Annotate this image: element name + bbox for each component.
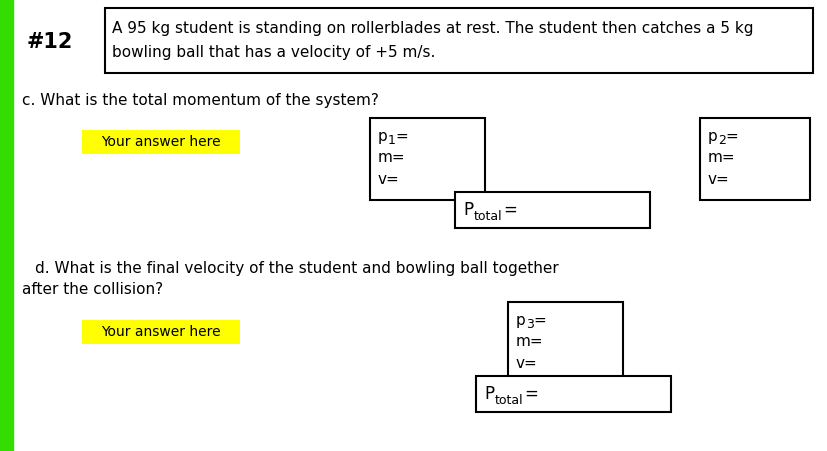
Text: bowling ball that has a velocity of +5 m/s.: bowling ball that has a velocity of +5 m… (112, 45, 435, 60)
Bar (105, 8, 812, 73)
Bar (508, 302, 622, 384)
Bar (0, 0, 13, 451)
Text: =: = (724, 129, 737, 143)
Bar (370, 118, 485, 200)
Bar (82, 320, 240, 344)
Text: d. What is the final velocity of the student and bowling ball together: d. What is the final velocity of the stu… (35, 261, 558, 276)
Text: after the collision?: after the collision? (22, 282, 163, 298)
Text: m=: m= (707, 151, 734, 166)
Text: P: P (462, 201, 472, 219)
Text: =: = (394, 129, 407, 143)
Text: v=: v= (515, 356, 537, 372)
Text: P: P (484, 385, 494, 403)
Text: p: p (378, 129, 387, 143)
Text: p: p (515, 313, 525, 327)
Text: Your answer here: Your answer here (101, 325, 221, 339)
Text: v=: v= (707, 172, 729, 188)
Bar (699, 118, 809, 200)
Text: A 95 kg student is standing on rollerblades at rest. The student then catches a : A 95 kg student is standing on rollerbla… (112, 20, 753, 36)
Text: =: = (502, 201, 516, 219)
Text: #12: #12 (26, 32, 73, 52)
Text: =: = (523, 385, 538, 403)
Text: v=: v= (378, 172, 399, 188)
Text: p: p (707, 129, 717, 143)
Text: total: total (473, 210, 502, 222)
Text: =: = (533, 313, 545, 327)
Bar (455, 192, 649, 228)
Text: c. What is the total momentum of the system?: c. What is the total momentum of the sys… (22, 92, 379, 107)
Text: m=: m= (378, 151, 405, 166)
Text: m=: m= (515, 335, 543, 350)
Text: 2: 2 (717, 134, 725, 147)
Text: 1: 1 (388, 134, 395, 147)
Text: total: total (495, 394, 523, 406)
Text: Your answer here: Your answer here (101, 135, 221, 149)
Text: 3: 3 (525, 318, 533, 331)
Bar (82, 130, 240, 154)
Bar (476, 376, 670, 412)
